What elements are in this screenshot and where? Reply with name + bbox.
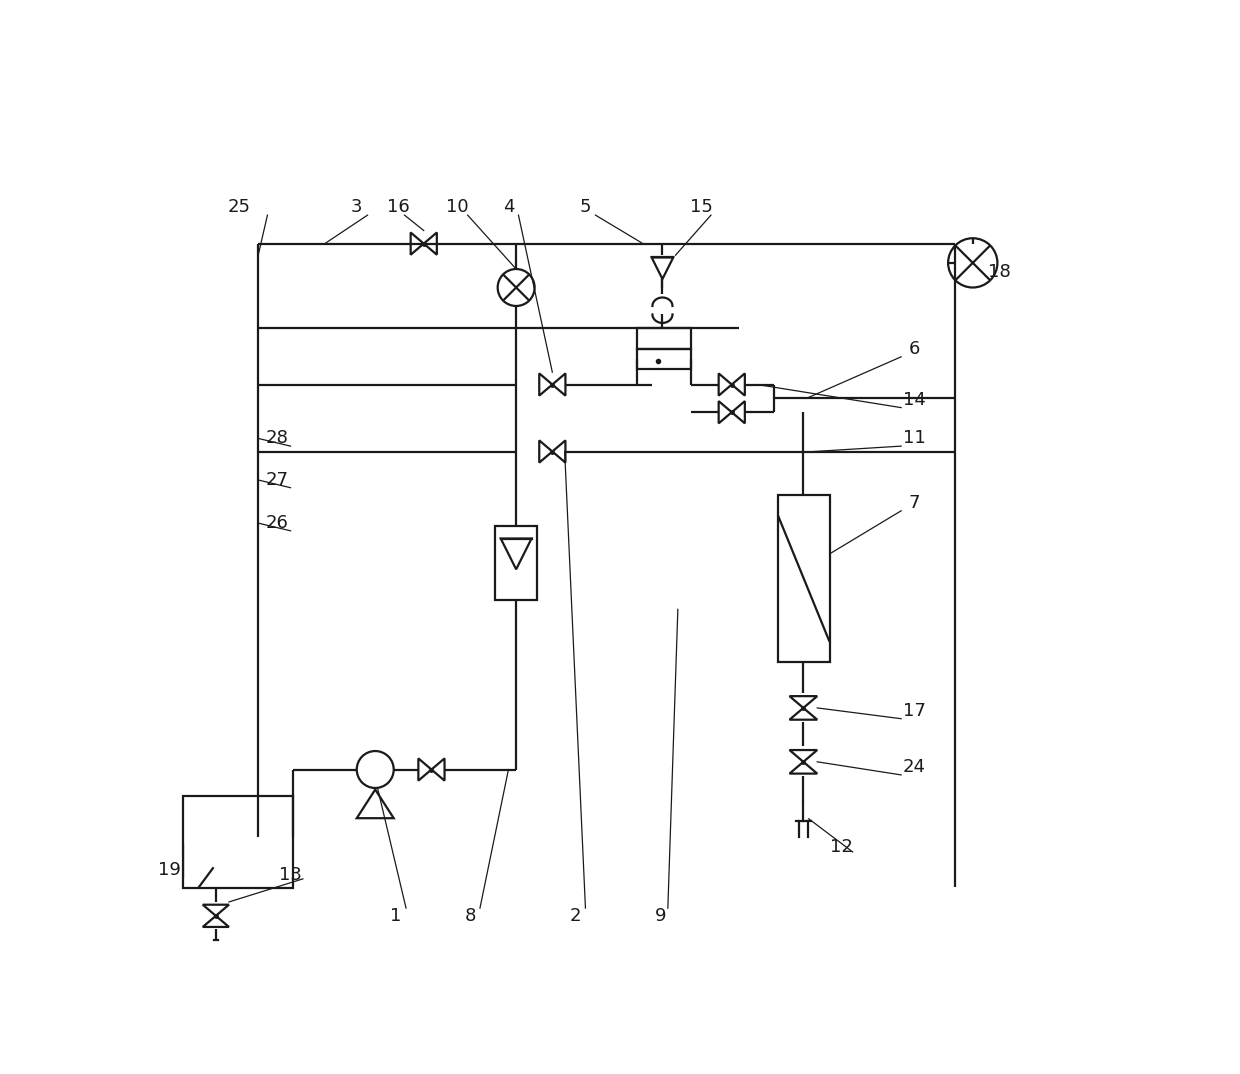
Text: 7: 7 [909,494,920,512]
Text: 27: 27 [265,471,289,489]
Text: 28: 28 [267,430,289,448]
Text: 5: 5 [579,199,591,217]
Text: 17: 17 [903,702,926,720]
Bar [777,495,830,662]
Text: 13: 13 [279,866,303,884]
Text: 8: 8 [464,906,476,925]
Bar [495,526,537,600]
Text: 26: 26 [267,514,289,532]
Text: 25: 25 [227,199,250,217]
Text: 2: 2 [569,906,582,925]
Text: 3: 3 [351,199,362,217]
Text: 12: 12 [831,838,853,856]
Bar [637,329,691,349]
Text: 16: 16 [387,199,409,217]
Bar [182,796,293,888]
Text: 11: 11 [903,430,925,448]
Text: 24: 24 [903,758,926,777]
Text: 14: 14 [903,391,926,409]
Text: 6: 6 [909,340,920,358]
Text: 10: 10 [445,199,469,217]
Text: 19: 19 [159,860,181,879]
Text: 4: 4 [502,199,515,217]
Bar [637,349,691,369]
Text: 15: 15 [689,199,713,217]
Text: 9: 9 [655,906,666,925]
Text: 18: 18 [987,263,1011,281]
Text: 1: 1 [389,906,401,925]
